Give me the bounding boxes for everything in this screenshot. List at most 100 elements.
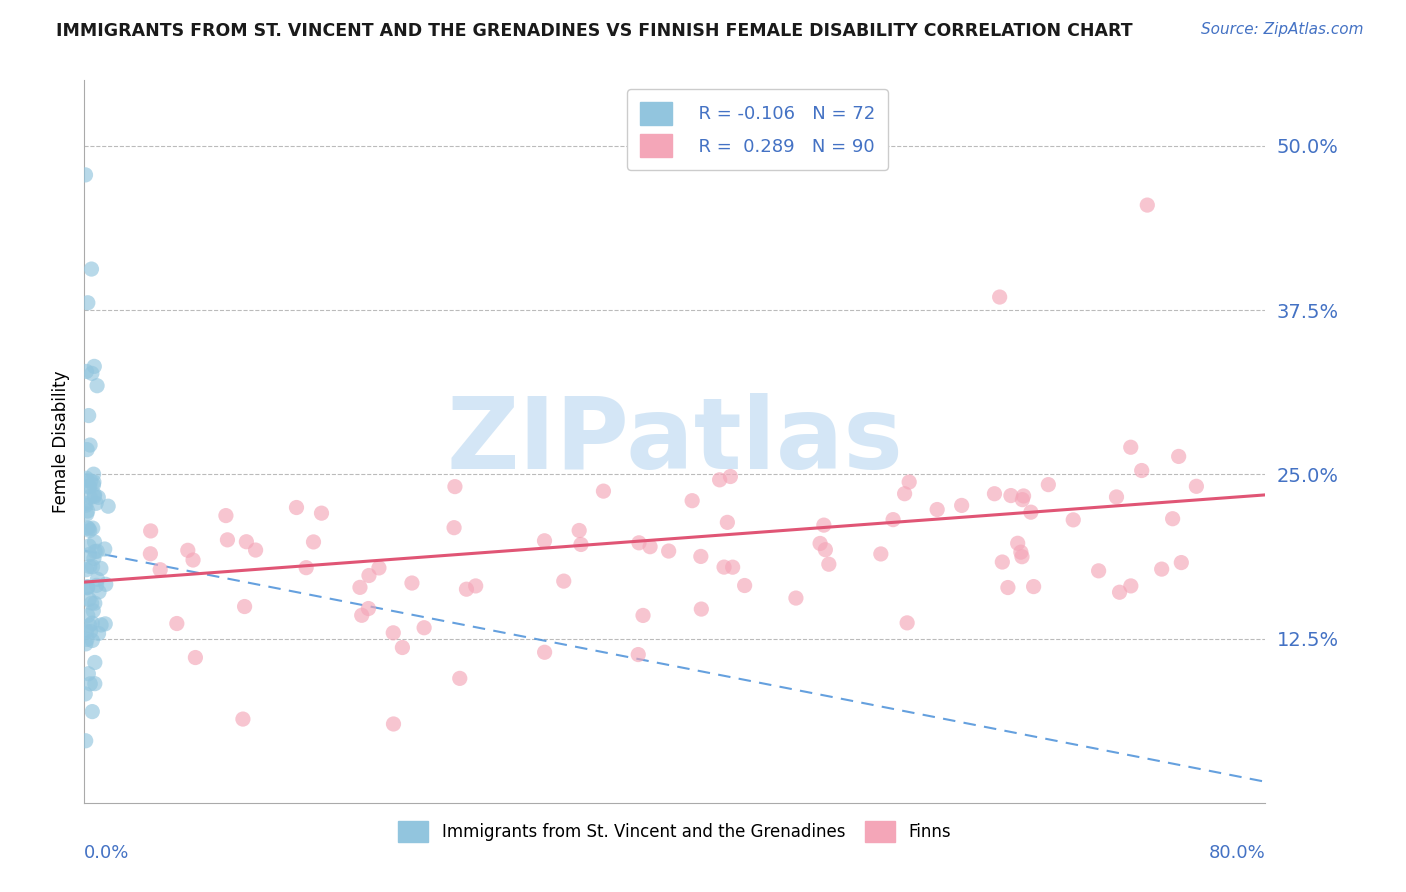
Point [76, 504, 98, 518]
Point [401, 576, 423, 591]
Point [83, 656, 105, 670]
Point [139, 524, 162, 538]
Point [82, 705, 104, 719]
Text: 80.0%: 80.0% [1209, 845, 1265, 863]
Point [533, 533, 555, 548]
Point [295, 560, 318, 574]
Point [215, 508, 238, 523]
Point [1062, 513, 1084, 527]
Point [813, 518, 835, 533]
Point [79, 524, 101, 538]
Point [1022, 580, 1045, 594]
Point [896, 615, 918, 630]
Point [997, 581, 1019, 595]
Point [413, 621, 436, 635]
Point [82, 633, 104, 648]
Point [382, 717, 405, 731]
Point [87, 626, 110, 640]
Point [1185, 479, 1208, 493]
Point [382, 625, 405, 640]
Text: IMMIGRANTS FROM ST. VINCENT AND THE GRENADINES VS FINNISH FEMALE DISABILITY CORR: IMMIGRANTS FROM ST. VINCENT AND THE GREN… [56, 22, 1133, 40]
Point [533, 645, 555, 659]
Point [217, 533, 239, 547]
Point [77, 592, 100, 607]
Point [80, 367, 103, 381]
Point [569, 537, 592, 551]
Point [927, 502, 949, 516]
Point [568, 524, 591, 538]
Point [76, 581, 98, 595]
Point [139, 547, 162, 561]
Point [721, 560, 744, 574]
Point [86, 572, 108, 586]
Point [718, 469, 741, 483]
Point [77, 539, 100, 553]
Point [285, 500, 308, 515]
Point [80, 596, 103, 610]
Point [627, 536, 650, 550]
Point [689, 549, 711, 564]
Point [79, 677, 101, 691]
Point [75, 563, 97, 577]
Point [349, 580, 371, 594]
Point [82, 616, 104, 631]
Point [1010, 545, 1032, 559]
Legend: Immigrants from St. Vincent and the Grenadines, Finns: Immigrants from St. Vincent and the Gren… [392, 814, 957, 848]
Point [76, 295, 98, 310]
Point [553, 574, 575, 588]
Point [75, 687, 97, 701]
Point [1130, 463, 1153, 477]
Point [1150, 562, 1173, 576]
Point [1011, 492, 1033, 507]
Point [79, 559, 101, 574]
Point [79, 490, 101, 504]
Point [90, 561, 112, 575]
Point [76, 580, 98, 594]
Point [77, 409, 100, 423]
Point [76, 580, 98, 594]
Point [681, 493, 703, 508]
Point [1007, 536, 1029, 550]
Point [592, 484, 614, 499]
Point [785, 591, 807, 605]
Point [76, 521, 98, 535]
Point [75, 498, 97, 512]
Point [631, 608, 654, 623]
Point [77, 480, 100, 494]
Point [86, 578, 108, 592]
Point [1000, 489, 1022, 503]
Point [73, 496, 96, 510]
Point [627, 648, 650, 662]
Point [456, 582, 478, 597]
Point [184, 650, 207, 665]
Point [177, 543, 200, 558]
Point [75, 474, 97, 488]
Point [93, 541, 115, 556]
Point [1019, 505, 1042, 519]
Text: ZIPatlas: ZIPatlas [447, 393, 903, 490]
Point [449, 672, 471, 686]
Point [1108, 585, 1130, 599]
Point [82, 478, 104, 492]
Point [75, 624, 97, 638]
Point [357, 568, 380, 582]
Point [83, 596, 105, 610]
Point [86, 544, 108, 558]
Point [882, 513, 904, 527]
Point [75, 364, 97, 378]
Point [83, 467, 105, 482]
Point [638, 540, 661, 554]
Point [79, 438, 101, 452]
Point [166, 616, 188, 631]
Point [232, 712, 254, 726]
Point [808, 536, 831, 550]
Point [1119, 440, 1142, 454]
Point [311, 506, 333, 520]
Point [79, 547, 101, 561]
Point [90, 618, 112, 632]
Point [233, 599, 256, 614]
Point [83, 359, 105, 374]
Point [83, 535, 105, 549]
Point [983, 487, 1005, 501]
Point [302, 535, 325, 549]
